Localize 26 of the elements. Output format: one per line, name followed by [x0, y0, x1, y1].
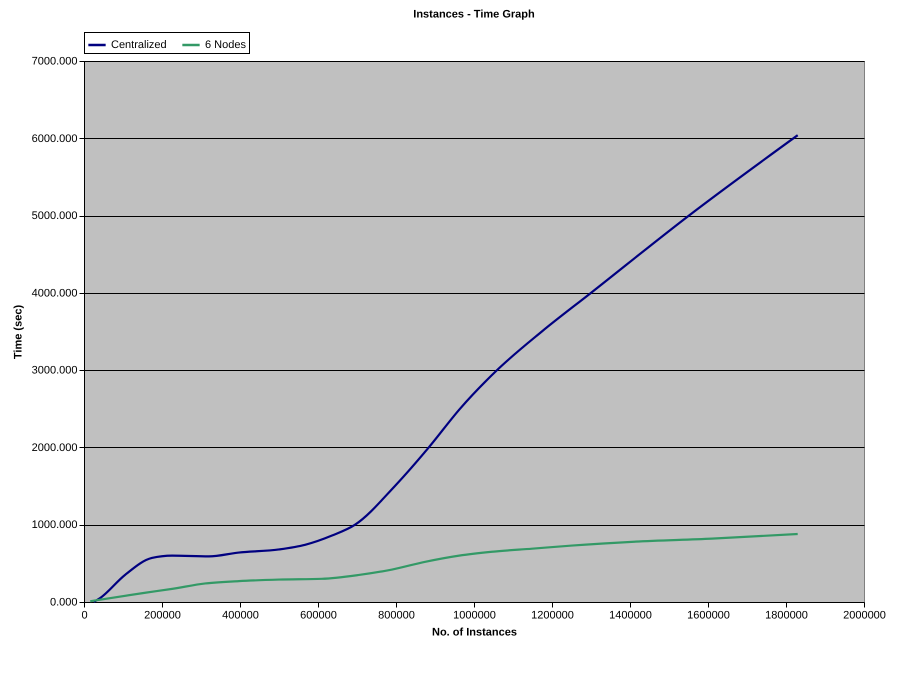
x-tick-label: 800000: [378, 610, 415, 622]
y-tick-label: 0.000: [50, 596, 78, 608]
x-tick-label: 1000000: [453, 610, 496, 622]
y-tick-label: 3000.000: [32, 364, 78, 377]
x-tick-label: 0: [81, 610, 88, 622]
x-tick-label: 1400000: [609, 610, 652, 622]
line-series: [89, 532, 799, 602]
legend-label: Centralized: [111, 39, 167, 51]
y-axis-title: Time (sec): [12, 304, 25, 360]
y-tick-label: 7000.000: [32, 56, 78, 68]
x-tick-label: 600000: [300, 610, 337, 622]
x-tick-label: 200000: [144, 610, 181, 622]
y-tick-label: 2000.000: [32, 442, 78, 454]
x-tick-label: 400000: [222, 610, 259, 622]
y-tick-label: 6000.000: [32, 132, 78, 145]
legend-label: 6 Nodes: [205, 39, 246, 51]
x-tick-label: 1800000: [765, 610, 808, 622]
y-tick-label: 5000.000: [32, 210, 78, 222]
line-series: [92, 134, 799, 604]
y-tick-label: 1000.000: [32, 519, 78, 532]
chart-title: Instances - Time Graph: [413, 8, 535, 20]
x-tick-label: 1600000: [687, 610, 730, 622]
x-axis-title: No. of Instances: [432, 626, 517, 638]
y-tick-label: 4000.000: [32, 287, 78, 300]
x-tick-label: 1200000: [531, 610, 574, 622]
x-tick-label: 2000000: [843, 610, 886, 622]
